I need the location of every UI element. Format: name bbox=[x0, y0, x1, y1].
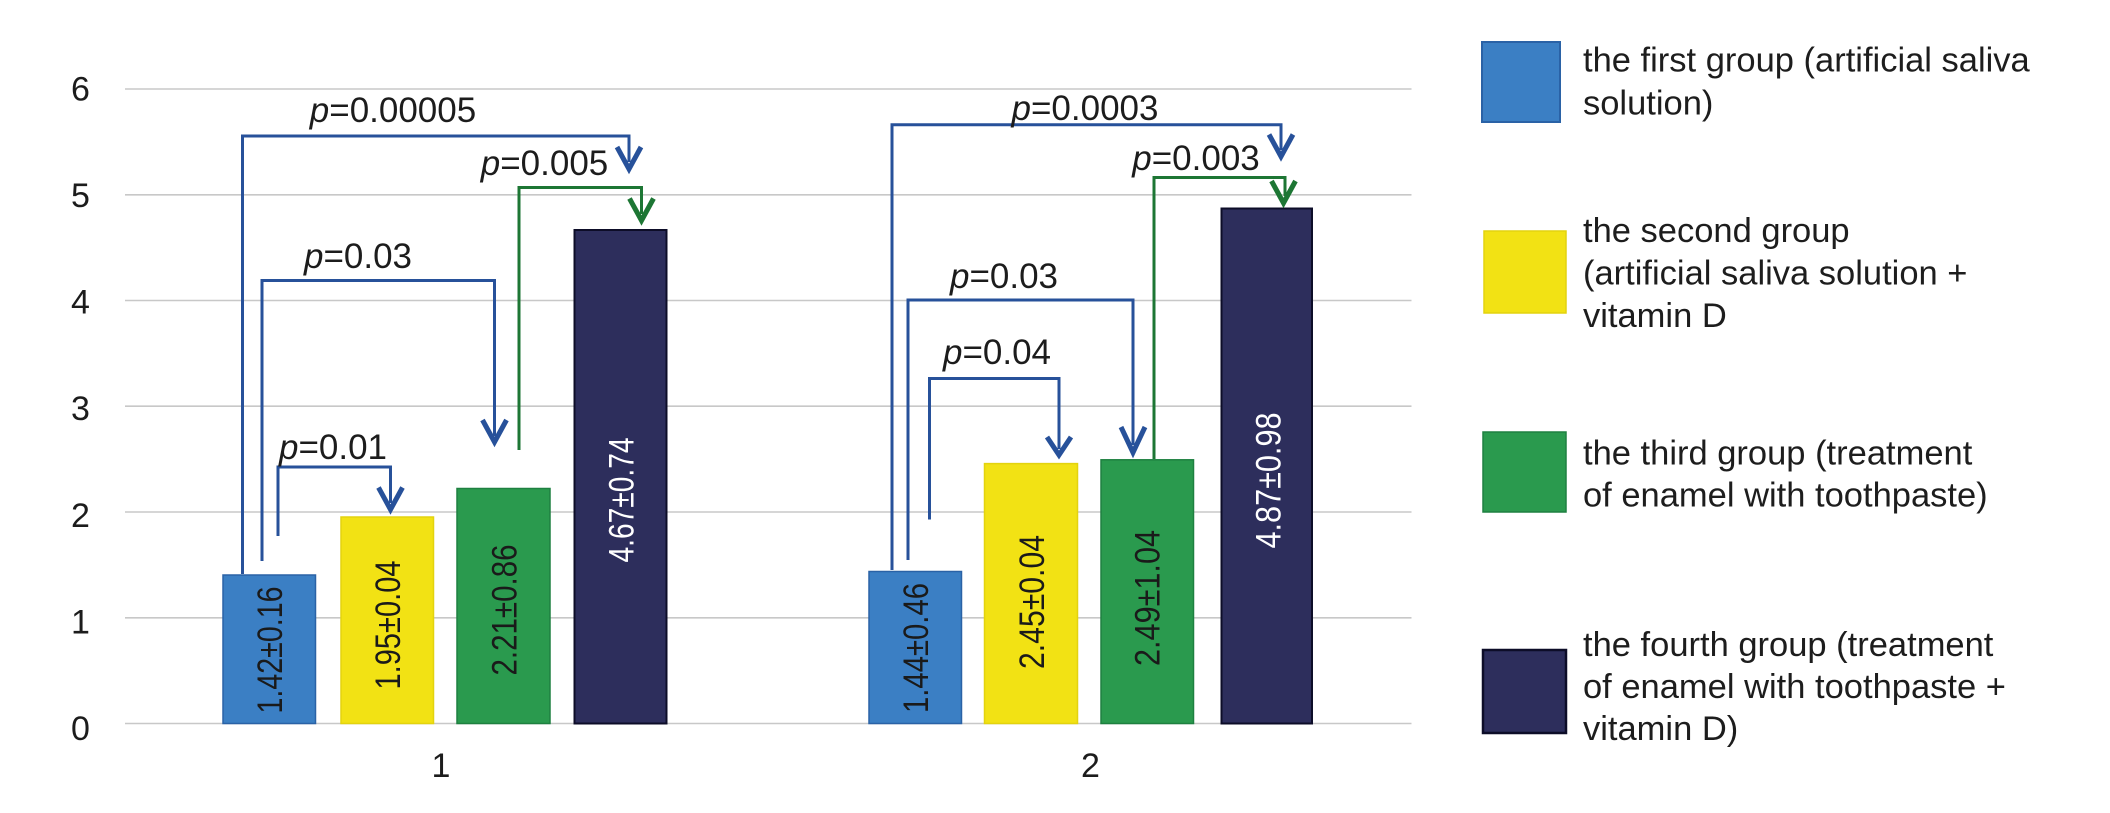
svg-text:1: 1 bbox=[71, 603, 90, 641]
svg-text:vitamin D: vitamin D bbox=[1583, 297, 1727, 335]
svg-text:5: 5 bbox=[71, 177, 90, 215]
svg-text:3: 3 bbox=[71, 390, 90, 428]
svg-text:p=0.003: p=0.003 bbox=[1131, 139, 1260, 178]
svg-text:p=0.005: p=0.005 bbox=[480, 144, 609, 183]
svg-text:of enamel with toothpaste): of enamel with toothpaste) bbox=[1583, 477, 1988, 515]
svg-text:of enamel with toothpaste +: of enamel with toothpaste + bbox=[1583, 668, 2006, 706]
svg-text:the third group (treatment: the third group (treatment bbox=[1583, 435, 1973, 473]
svg-text:2.45±0.04: 2.45±0.04 bbox=[1013, 535, 1052, 669]
svg-text:solution): solution) bbox=[1583, 85, 1713, 123]
svg-text:0: 0 bbox=[71, 710, 90, 748]
svg-text:4: 4 bbox=[71, 284, 90, 322]
svg-text:p=0.01: p=0.01 bbox=[278, 428, 387, 467]
svg-text:2.49±1.04: 2.49±1.04 bbox=[1129, 530, 1168, 666]
svg-text:the second group: the second group bbox=[1583, 212, 1850, 250]
svg-text:4.87±0.98: 4.87±0.98 bbox=[1249, 413, 1288, 549]
svg-text:2: 2 bbox=[1081, 747, 1100, 785]
svg-text:1.42±0.16: 1.42±0.16 bbox=[251, 587, 290, 714]
svg-text:p=0.00005: p=0.00005 bbox=[309, 91, 476, 130]
svg-text:6: 6 bbox=[71, 71, 90, 109]
svg-text:p=0.03: p=0.03 bbox=[303, 237, 412, 276]
svg-text:p=0.0003: p=0.0003 bbox=[1011, 89, 1159, 128]
svg-text:the first group (artificial sa: the first group (artificial saliva bbox=[1583, 42, 2031, 80]
svg-text:(artificial saliva solution +: (artificial saliva solution + bbox=[1583, 255, 1967, 293]
svg-text:p=0.04: p=0.04 bbox=[942, 333, 1051, 372]
svg-text:the fourth group (treatment: the fourth group (treatment bbox=[1583, 626, 1994, 664]
svg-text:2.21±0.86: 2.21±0.86 bbox=[485, 545, 524, 676]
svg-text:2: 2 bbox=[71, 497, 90, 535]
svg-text:vitamin D): vitamin D) bbox=[1583, 710, 1738, 748]
svg-text:1.95±0.04: 1.95±0.04 bbox=[369, 561, 408, 690]
svg-text:p=0.03: p=0.03 bbox=[949, 257, 1058, 296]
svg-text:4.67±0.74: 4.67±0.74 bbox=[602, 438, 641, 563]
svg-text:1.44±0.46: 1.44±0.46 bbox=[897, 583, 936, 713]
svg-text:1: 1 bbox=[432, 747, 451, 785]
